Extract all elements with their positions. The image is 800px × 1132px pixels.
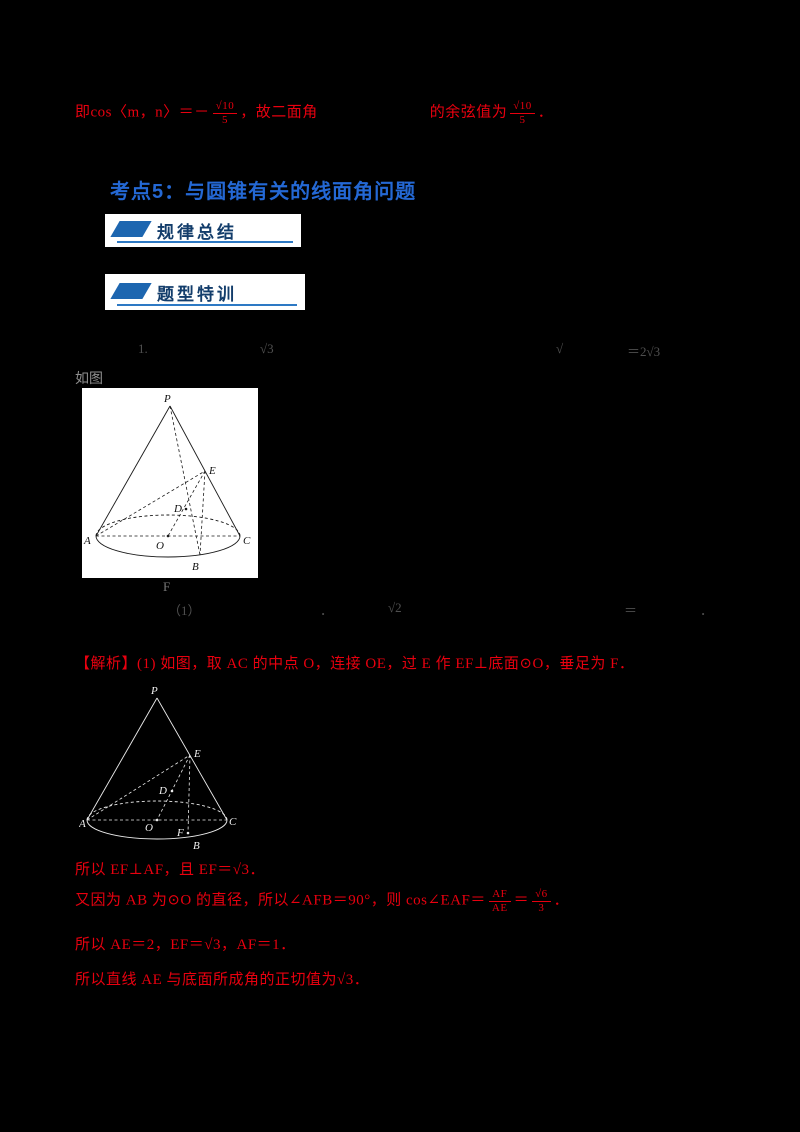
diagram2-labels: P E D O A F B C [78,685,237,852]
faint-fragment: √3 [260,341,274,356]
segment-EB [199,470,206,556]
label-A: A [83,535,91,547]
faint-fragment: ＝2√3 [627,344,661,359]
solution-line-3-eq: ＝ [513,892,530,909]
fraction-denominator: AE [488,900,511,915]
cone-diagram-2: P E D O A F B C [78,685,237,852]
label-P: P [163,393,171,405]
label-E: E [193,748,201,760]
segment-PB [169,405,201,556]
fraction-denominator: 5 [510,112,535,127]
label-B: B [193,840,200,852]
fraction-4: √6 3 [532,888,551,914]
faint-fragment: ． [700,603,714,618]
cone-left-edge [95,405,171,537]
formula-end: ． [537,104,554,121]
construction-lines [95,405,240,556]
label-C: C [229,816,237,828]
ellipse-front-arc [86,819,228,840]
construction-lines [86,754,227,834]
banner-flag-icon [110,283,152,299]
label-O: O [145,822,153,834]
point-O [166,534,170,538]
faint-fragment: ． [320,603,334,618]
fraction-numerator: √6 [535,888,548,900]
formula-line-top: 即cos〈m，n〉＝－ √10 5 ，故二面角 的余弦值为 √10 5 ． [75,100,553,126]
segment-AE [86,754,191,821]
banner-rule-summary: 规律总结 [105,214,301,247]
solution-line-1: 【解析】(1) 如图，取 AC 的中点 O，连接 OE，过 E 作 EF⊥底面⊙… [75,656,635,672]
formula-tail: 的余弦值为 [429,104,508,121]
solution-line-5: 所以直线 AE 与底面所成角的正切值为√3． [75,972,370,988]
solution-line-3: 又因为 AB 为⊙O 的直径，所以∠AFB＝90°，则 cos∠EAF＝ AF AE… [75,888,569,914]
ellipse-back-arc [95,514,241,537]
fraction-denominator: 3 [532,900,551,915]
ellipse-back-arc [86,800,228,821]
fraction-denominator: 5 [212,112,238,127]
formula-lead: 即cos〈m，n〉＝－ [75,104,210,121]
segment-EO [167,470,206,537]
label-D: D [173,503,182,515]
cone-left-edge [86,697,158,821]
point-D [184,507,188,511]
label-B: B [192,561,199,573]
segment-EO [156,754,191,821]
solution-line-2: 所以 EF⊥AF，且 EF＝√3． [75,862,266,878]
banner-flag-icon [110,221,152,237]
faint-fragment: ＝ [624,603,638,618]
fraction-2: √10 5 [510,100,535,126]
formula-mid: ，故二面角 [240,104,318,121]
banner-practice-label: 题型特训 [157,285,237,304]
banner-underline [117,241,293,243]
diagram1-labels: P E D O A B C [83,393,251,573]
point-D [170,789,174,793]
label-F: F [176,827,184,839]
fraction-1: √10 5 [212,100,238,127]
banner-practice: 题型特训 [105,274,305,310]
banner-rule-summary-label: 规律总结 [157,223,237,242]
solution-line-3-lead: 又因为 AB 为⊙O 的直径，所以∠AFB＝90°，则 cos∠EAF＝ [75,892,486,909]
cone-diagram-1: P E D O A B C [83,393,251,573]
faint-fragment: √2 [388,600,402,615]
solution-line-3-end: ． [553,892,570,909]
faint-fragment: （1） [168,603,201,618]
ellipse-front-arc [95,535,241,558]
segment-EF [187,754,191,834]
faint-fragment: √ [556,341,564,356]
label-E: E [208,465,216,477]
cone-right-edge [156,697,228,821]
banner-underline [117,304,297,306]
label-D: D [158,785,167,797]
solution-line-4: 所以 AE＝2，EF＝√3，AF＝1． [75,937,296,953]
cone-figure-1: P E D O A B C [82,388,258,578]
point-F [186,831,190,835]
fraction-numerator: √10 [513,100,532,112]
label-A: A [79,818,86,830]
fraction-numerator: AF [492,888,508,900]
label-P: P [150,685,158,697]
fraction-3: AF AE [488,888,511,915]
faint-fragment: 1. [138,341,148,356]
faint-fragment: F [163,579,171,594]
label-O: O [156,540,164,552]
segment-AE [95,470,206,537]
label-C: C [243,535,251,547]
point-O [155,818,159,822]
fraction-numerator: √10 [215,100,235,112]
section-heading: 考点5：与圆锥有关的线面角问题 [110,181,417,203]
figure-intro-text: 如图 [75,372,103,387]
cone-figure-2: P E D O A F B C [78,684,238,852]
